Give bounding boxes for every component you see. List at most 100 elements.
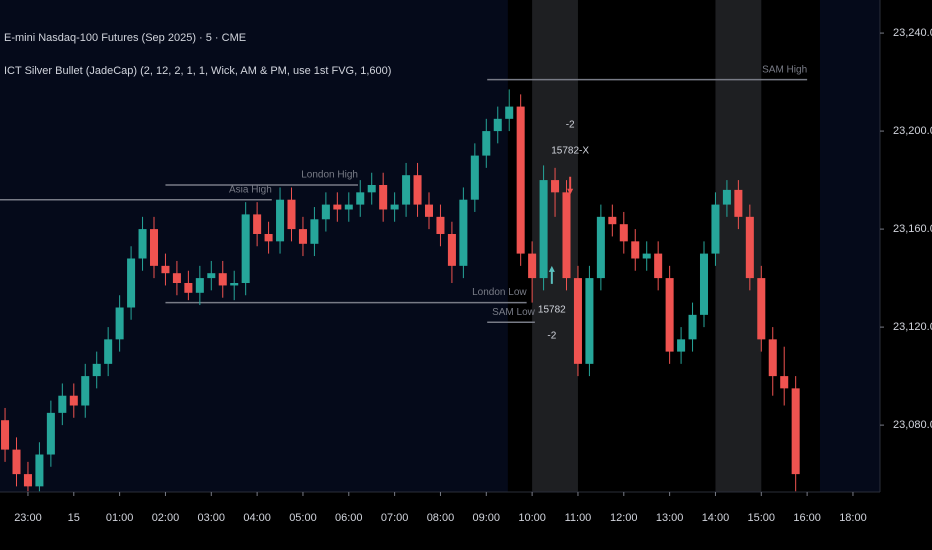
session-band bbox=[532, 0, 578, 492]
level-label: SAM High bbox=[762, 64, 807, 75]
candle-body bbox=[768, 339, 777, 377]
x-tick-label: 03:00 bbox=[198, 512, 226, 524]
candle-body bbox=[424, 204, 434, 217]
candle-body bbox=[379, 184, 388, 210]
signal-label: 15782 bbox=[538, 304, 566, 315]
candle-body bbox=[608, 216, 617, 225]
signal-arrow bbox=[567, 176, 574, 195]
candle-body bbox=[631, 241, 640, 259]
candle-body bbox=[402, 175, 411, 205]
price-axis-area bbox=[880, 0, 932, 550]
candle-body bbox=[493, 118, 502, 132]
x-tick-label: 23:00 bbox=[14, 512, 42, 524]
candle-body bbox=[791, 388, 800, 475]
x-tick-label: 10:00 bbox=[518, 512, 546, 524]
time-axis-area bbox=[0, 492, 880, 550]
candle-body bbox=[447, 233, 456, 266]
candle-body bbox=[459, 199, 468, 266]
candle-body bbox=[35, 454, 44, 487]
session-band bbox=[715, 0, 762, 492]
y-tick-label: 23,160.00 bbox=[893, 223, 932, 235]
indicator-label: ICT Silver Bullet (JadeCap) (2, 12, 2, 1… bbox=[4, 65, 391, 77]
candle-body bbox=[482, 131, 491, 156]
candle-body bbox=[596, 216, 605, 279]
candle-body bbox=[619, 224, 628, 242]
signals: -2 15782-X 15782 -2 bbox=[538, 119, 589, 341]
candle-body bbox=[58, 395, 67, 413]
candle-body bbox=[264, 233, 273, 242]
x-tick-label: 15 bbox=[68, 512, 80, 524]
candle-body bbox=[276, 199, 285, 242]
candle-body bbox=[69, 395, 78, 406]
x-tick-label: 02:00 bbox=[152, 512, 180, 524]
candle-body bbox=[562, 192, 571, 279]
candle-body bbox=[127, 258, 136, 308]
chart-title: E-mini Nasdaq-100 Futures (Sep 2025) · 5… bbox=[4, 32, 246, 44]
level-label: London High bbox=[301, 170, 358, 181]
candle-body bbox=[115, 307, 124, 340]
candle-body bbox=[436, 216, 445, 234]
candle-body bbox=[722, 189, 731, 205]
axes: 23,080.00 23,120.00 23,160.00 23,200.00 23,2… bbox=[14, 27, 932, 524]
candle-body bbox=[92, 363, 101, 377]
x-tick-label: 01:00 bbox=[106, 512, 134, 524]
x-tick-label: 12:00 bbox=[610, 512, 638, 524]
candle-body bbox=[665, 278, 674, 352]
candle-body bbox=[172, 273, 181, 283]
candle-body bbox=[207, 273, 216, 279]
x-tick-label: 18:00 bbox=[839, 512, 867, 524]
candle-body bbox=[780, 376, 789, 389]
candle-body bbox=[23, 474, 32, 487]
session-bands bbox=[507, 0, 820, 492]
candle-body bbox=[241, 214, 250, 283]
level-label: SAM Low bbox=[492, 307, 536, 318]
candle-body bbox=[218, 273, 227, 286]
candle-body bbox=[367, 184, 376, 193]
candle-body bbox=[413, 175, 422, 205]
candle-body bbox=[642, 253, 651, 259]
candle-body bbox=[585, 278, 594, 364]
candle-body bbox=[195, 278, 204, 293]
candle-body bbox=[149, 229, 159, 266]
candle-body bbox=[757, 278, 766, 340]
x-tick-label: 15:00 bbox=[748, 512, 776, 524]
x-tick-label: 07:00 bbox=[381, 512, 409, 524]
candle-body bbox=[734, 189, 743, 217]
x-tick-label: 05:00 bbox=[289, 512, 317, 524]
levels: SAM High Asia High London High London Low SA… bbox=[0, 64, 808, 323]
candle-body bbox=[253, 214, 262, 234]
signal-label: -2 bbox=[566, 119, 575, 130]
y-tick-label: 23,240.00 bbox=[893, 27, 932, 39]
y-tick-label: 23,120.00 bbox=[893, 321, 932, 333]
candle-body bbox=[12, 449, 21, 475]
x-tick-label: 13:00 bbox=[656, 512, 684, 524]
candle-body bbox=[356, 192, 365, 205]
candle-body bbox=[1, 420, 10, 450]
candle-body bbox=[81, 376, 90, 406]
candle-body bbox=[539, 180, 548, 279]
x-tick-label: 14:00 bbox=[702, 512, 730, 524]
x-tick-label: 04:00 bbox=[243, 512, 271, 524]
x-tick-label: 08:00 bbox=[427, 512, 455, 524]
signal-label: -2 bbox=[547, 330, 556, 341]
candle-body bbox=[390, 204, 399, 210]
candle-body bbox=[516, 106, 525, 254]
level-label: Asia High bbox=[229, 184, 272, 195]
candle-body bbox=[699, 253, 709, 315]
candle-body bbox=[528, 253, 537, 279]
candle-body bbox=[161, 265, 170, 274]
x-tick-label: 16:00 bbox=[793, 512, 821, 524]
candle-body bbox=[573, 278, 582, 364]
signal-label: 15782-X bbox=[551, 145, 589, 156]
x-tick-label: 11:00 bbox=[565, 512, 592, 524]
x-tick-label: 06:00 bbox=[335, 512, 363, 524]
candle-body bbox=[138, 229, 147, 259]
candle-body bbox=[310, 219, 319, 244]
candle-body bbox=[230, 282, 239, 286]
candle-body bbox=[470, 155, 479, 200]
candle-body bbox=[654, 253, 663, 279]
candle-body bbox=[333, 204, 342, 210]
candle-body bbox=[505, 106, 514, 119]
